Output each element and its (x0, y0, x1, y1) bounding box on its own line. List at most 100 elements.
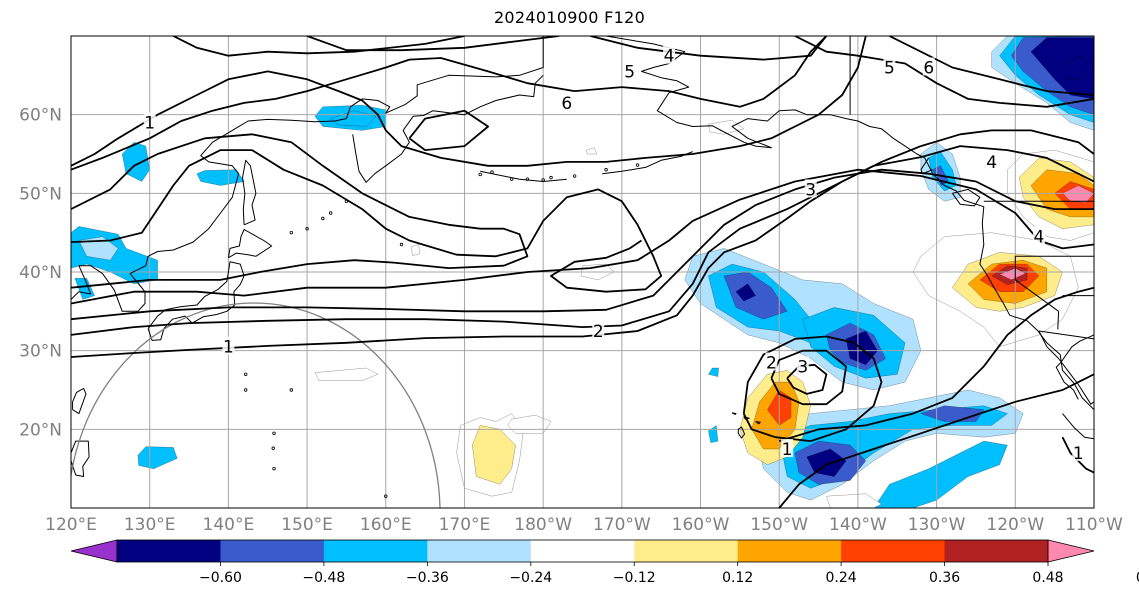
contour-lines (71, 36, 1094, 508)
contour-line (71, 129, 1094, 358)
coastline (227, 229, 273, 259)
colorbar-tick-label: 0.36 (929, 570, 960, 586)
longitude-label: 140°E (203, 515, 255, 535)
contour-line (71, 133, 529, 289)
contour-label-text: 4 (986, 153, 997, 173)
shaded-region (78, 236, 119, 261)
colorbar-tick-label: −0.60 (199, 570, 242, 586)
shaded-region (708, 120, 745, 135)
colorbar-tick-label: 0.48 (1032, 570, 1063, 586)
longitude-label: 110°W (1065, 515, 1123, 535)
coastline (920, 157, 933, 175)
colorbar-tick-label: −0.24 (509, 570, 552, 586)
shaded-region (314, 367, 379, 381)
contour-label-text: 4 (1034, 228, 1045, 248)
island (272, 466, 276, 471)
island (271, 446, 275, 450)
coastline (71, 36, 544, 312)
colorbar-segment (323, 540, 428, 562)
map-title: 2024010900 F120 (493, 8, 646, 27)
contour-line (408, 109, 489, 151)
map-frame (70, 35, 1095, 509)
contour-label-text: 6 (923, 58, 934, 78)
contour-label: 4 (663, 45, 676, 67)
shaded-region (873, 440, 1008, 508)
longitude-label: 130°W (908, 515, 966, 535)
shaded-region (137, 446, 178, 469)
contour-label: 2 (765, 352, 778, 373)
contour-line (770, 349, 847, 406)
island (549, 175, 553, 180)
coastline (731, 412, 737, 415)
coastline (755, 421, 761, 425)
island (490, 170, 494, 174)
longitude-label: 170°E (439, 515, 491, 535)
contour-label-text: 3 (805, 180, 816, 200)
contour-line (742, 335, 883, 442)
shaded-region (708, 367, 719, 377)
contour-label: 2 (592, 321, 605, 342)
colorbar-tick-label: 0.60 (1136, 570, 1139, 586)
shaded-region (735, 283, 756, 302)
longitude-label: 130°E (124, 515, 176, 535)
colorbar-tick-label: −0.12 (613, 570, 656, 586)
colorbar-extend-low (70, 539, 118, 563)
colorbar-tick-label: −0.48 (302, 570, 345, 586)
island (321, 216, 325, 221)
shaded-region (1062, 55, 1091, 80)
longitude-label: 180°W (514, 515, 572, 535)
contour-label: 4 (985, 151, 998, 173)
contour-line (71, 36, 867, 167)
contour-label-text: 1 (782, 440, 793, 460)
coastline (1057, 311, 1060, 330)
colorbar-frame (116, 539, 1049, 563)
contour-label: 1 (1072, 442, 1085, 464)
coastline (480, 170, 567, 182)
longitude-label: 140°W (829, 515, 887, 535)
shaded-region (826, 493, 882, 508)
contour-line (71, 145, 1094, 336)
island (243, 388, 248, 392)
latitude-label: 60°N (19, 106, 62, 126)
colorbar-segment (220, 540, 325, 562)
coastline (147, 261, 245, 341)
contour-line (590, 36, 828, 61)
contour-label-text: 5 (624, 62, 635, 82)
contour-line (306, 36, 560, 52)
colorbar-tick-label: 0.12 (722, 570, 753, 586)
coastline (1038, 330, 1094, 405)
contour-label-text: 2 (593, 322, 604, 342)
shaded-region (1030, 37, 1094, 100)
coastline (1038, 330, 1094, 340)
island (289, 388, 294, 392)
contour-label-text: 1 (223, 338, 234, 358)
colorbar-segment (427, 540, 532, 562)
colorbar-segment (117, 540, 221, 562)
island (604, 168, 608, 172)
contour-line (794, 36, 1094, 108)
contour-label-text: 2 (766, 353, 777, 373)
contour-label: 5 (883, 57, 896, 78)
colorbar-segment (944, 540, 1049, 562)
longitude-label: 120°W (986, 515, 1044, 535)
contour-line (71, 168, 1094, 321)
contour-label: 6 (560, 92, 573, 114)
coastline (71, 440, 90, 477)
contour-label: 4 (1032, 226, 1045, 248)
coastline (951, 188, 981, 207)
shaded-region (806, 448, 847, 477)
contour-label-text: 5 (884, 58, 895, 78)
contour-label: 3 (804, 179, 817, 200)
contour-label: 5 (623, 61, 636, 82)
colorbar-segment (530, 540, 635, 562)
island (243, 372, 248, 376)
colorbar-extend-high (1047, 539, 1095, 563)
coastline (737, 426, 746, 439)
island (541, 178, 545, 182)
longitude-label: 170°W (593, 515, 651, 535)
contour-line (71, 149, 663, 293)
shaded-region (999, 267, 1026, 281)
colorbar: −0.60 −0.48 −0.36 −0.24 −0.12 0.12 0.24 0.36 0.4… (70, 539, 1139, 586)
island (399, 242, 404, 247)
